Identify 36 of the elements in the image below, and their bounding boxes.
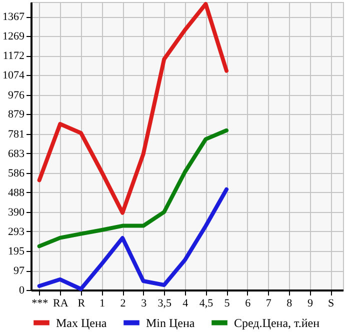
y-tick-label: 1367 [2,11,25,24]
x-tick-label: 7 [266,298,272,310]
y-tick-label: 293 [8,226,25,238]
y-tick-label: 781 [8,128,24,140]
y-tick-label: 1172 [2,50,24,62]
y-tick-label: 586 [8,167,25,180]
y-tick-label: 390 [8,206,25,218]
y-tick-label: 488 [8,186,25,199]
x-tick-label: S [328,298,334,310]
line-series [37,128,229,248]
x-tick-label: 2 [120,298,126,310]
y-tick-label: 0 [19,284,25,296]
y-tick-label: 1074 [2,70,25,82]
x-tick-label: 9 [307,298,314,310]
legend-label: Max Цена [56,316,108,330]
x-tick-label: 1 [99,298,105,310]
x-tick-label: 4 [182,298,189,310]
x-tick-label: 5 [224,298,230,310]
x-tick-label: 3 [141,298,148,310]
x-tick-label: 3,5 [158,298,172,310]
legend-label: Min Цена [146,316,196,330]
x-tick-label: R [78,298,86,310]
line-series [37,2,229,215]
y-tick-label: 976 [8,89,25,102]
x-tick-label: 8 [286,298,293,310]
x-tick-label: 6 [245,298,252,310]
legend-label: Сред.Цена, т.йен [234,316,320,330]
y-tick-label: 97 [14,265,25,278]
x-tick-label: *** [32,298,48,310]
y-tick-label: 195 [8,246,25,258]
y-tick-label: 683 [8,148,25,160]
x-tick-label: 4,5 [199,298,214,310]
y-tick-label: 879 [8,108,25,121]
x-tick-label: RA [52,298,68,310]
y-tick-label: 1269 [2,30,25,43]
line-series [37,187,229,291]
